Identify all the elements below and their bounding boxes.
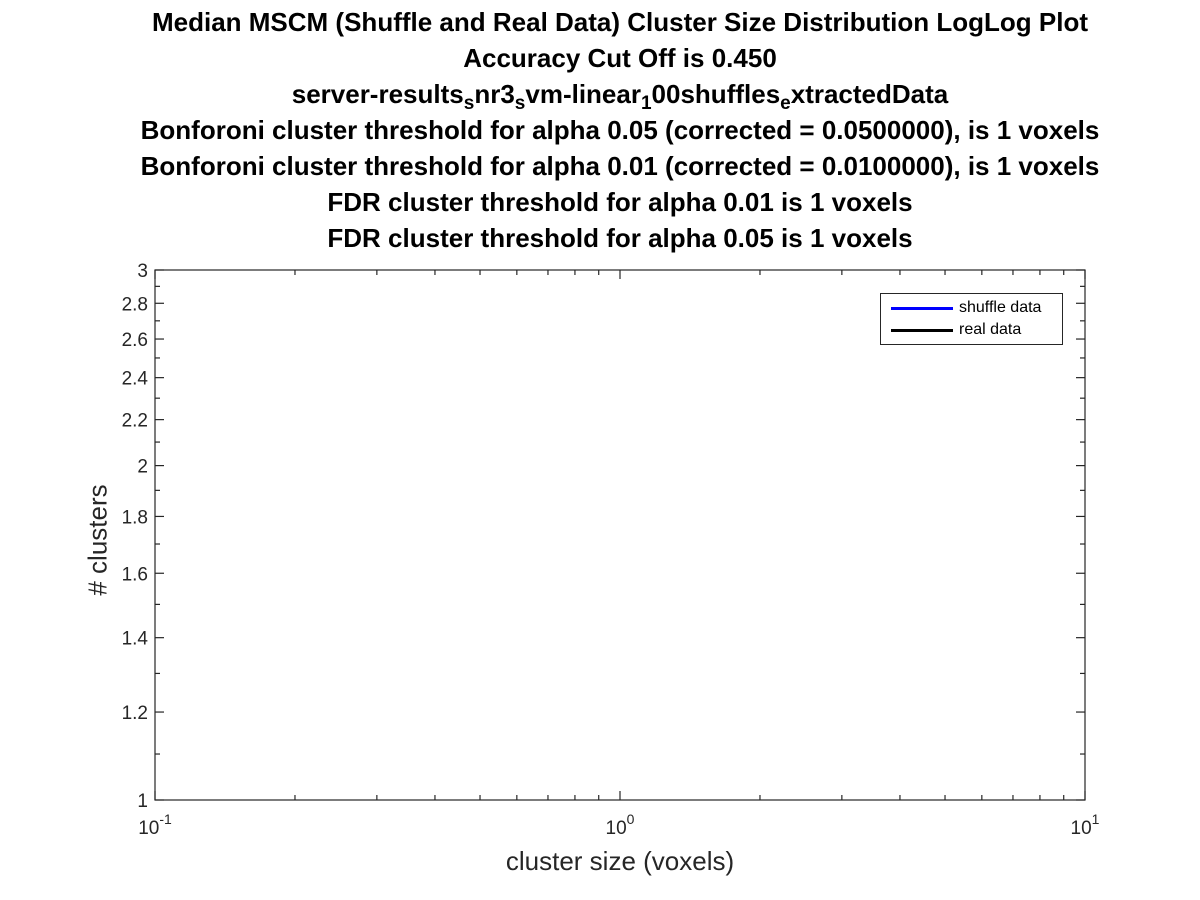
legend-item-shuffle-data: shuffle data: [891, 297, 1041, 319]
legend-label-shuffle-data: shuffle data: [959, 299, 1042, 316]
title-line-3: server-resultssnr3svm-linear100shufflese…: [291, 79, 949, 114]
y-tick-label: 2.4: [122, 369, 149, 390]
x-tick-label: 101: [1071, 811, 1100, 839]
title-line-4: Bonforoni cluster threshold for alpha 0.…: [140, 115, 1100, 145]
y-tick-label: 2.8: [122, 294, 148, 315]
legend-swatch-real-data: [891, 328, 953, 332]
legend: shuffle data real data: [880, 293, 1063, 345]
x-tick-label: 100: [606, 811, 635, 839]
y-tick-label: 1.6: [122, 564, 148, 585]
y-tick-label: 1.8: [122, 507, 148, 528]
y-tick-label: 2.2: [122, 411, 148, 432]
y-tick-label: 3: [137, 261, 148, 282]
y-tick-label: 2: [137, 457, 148, 478]
y-tick-label: 2.6: [122, 330, 148, 351]
legend-swatch-shuffle-data: [891, 306, 953, 310]
chart-title: Median MSCM (Shuffle and Real Data) Clus…: [0, 4, 1200, 256]
title-line-5: Bonforoni cluster threshold for alpha 0.…: [140, 151, 1100, 181]
title-line-6: FDR cluster threshold for alpha 0.01 is …: [327, 187, 913, 217]
legend-item-real-data: real data: [891, 319, 1021, 341]
x-tick-label: 10-1: [138, 811, 172, 839]
title-line-2: Accuracy Cut Off is 0.450: [463, 43, 777, 73]
x-axis-label: cluster size (voxels): [505, 846, 735, 876]
title-line-1: Median MSCM (Shuffle and Real Data) Clus…: [151, 7, 1089, 37]
title-line-7: FDR cluster threshold for alpha 0.05 is …: [327, 223, 913, 253]
plot-frame: [154, 269, 1086, 801]
y-tick-label: 1.2: [122, 703, 148, 724]
y-tick-label: 1: [137, 791, 148, 812]
legend-label-real-data: real data: [959, 321, 1022, 338]
tick-label-layer: 10-1 100 101 1 1.2 1.4 1.6 1.8 2 2.2 2.4 2.6 2.8 3: [122, 261, 1100, 839]
tick-layer: [154, 269, 1086, 801]
y-tick-label: 1.4: [122, 629, 149, 650]
y-axis-label: # clusters: [82, 484, 113, 596]
